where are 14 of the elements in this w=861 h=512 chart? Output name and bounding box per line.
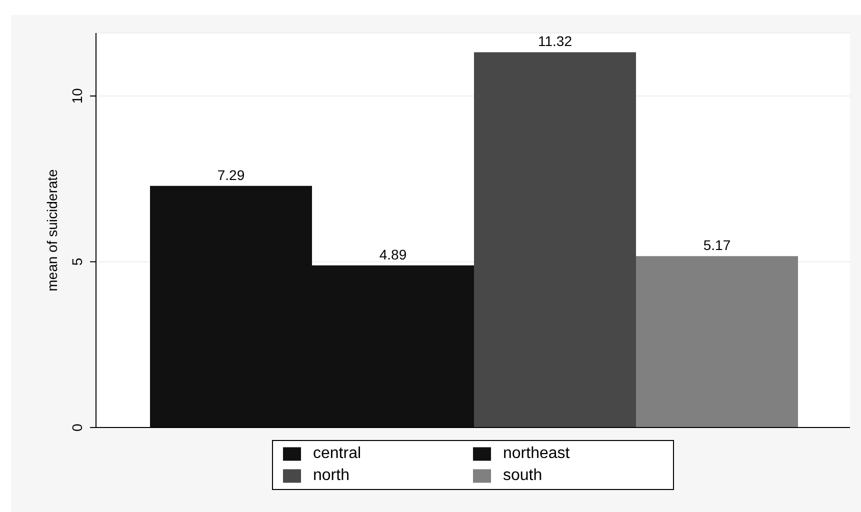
data-label: 7.29 — [217, 166, 245, 183]
y-tick-label: 10 — [69, 88, 85, 104]
data-label: 11.32 — [538, 33, 572, 50]
legend-label: north — [313, 467, 350, 484]
data-label: 5.17 — [703, 237, 731, 254]
y-tick-label: 5 — [69, 258, 85, 266]
legend-label: central — [313, 444, 362, 462]
data-label: 4.89 — [379, 246, 407, 262]
y-axis-title: mean of suiciderate — [44, 168, 60, 292]
bar — [636, 256, 798, 428]
legend-label: northeast — [503, 444, 570, 462]
y-tick-label: 0 — [69, 423, 85, 432]
bar — [474, 52, 636, 428]
legend-label: south — [503, 467, 542, 484]
